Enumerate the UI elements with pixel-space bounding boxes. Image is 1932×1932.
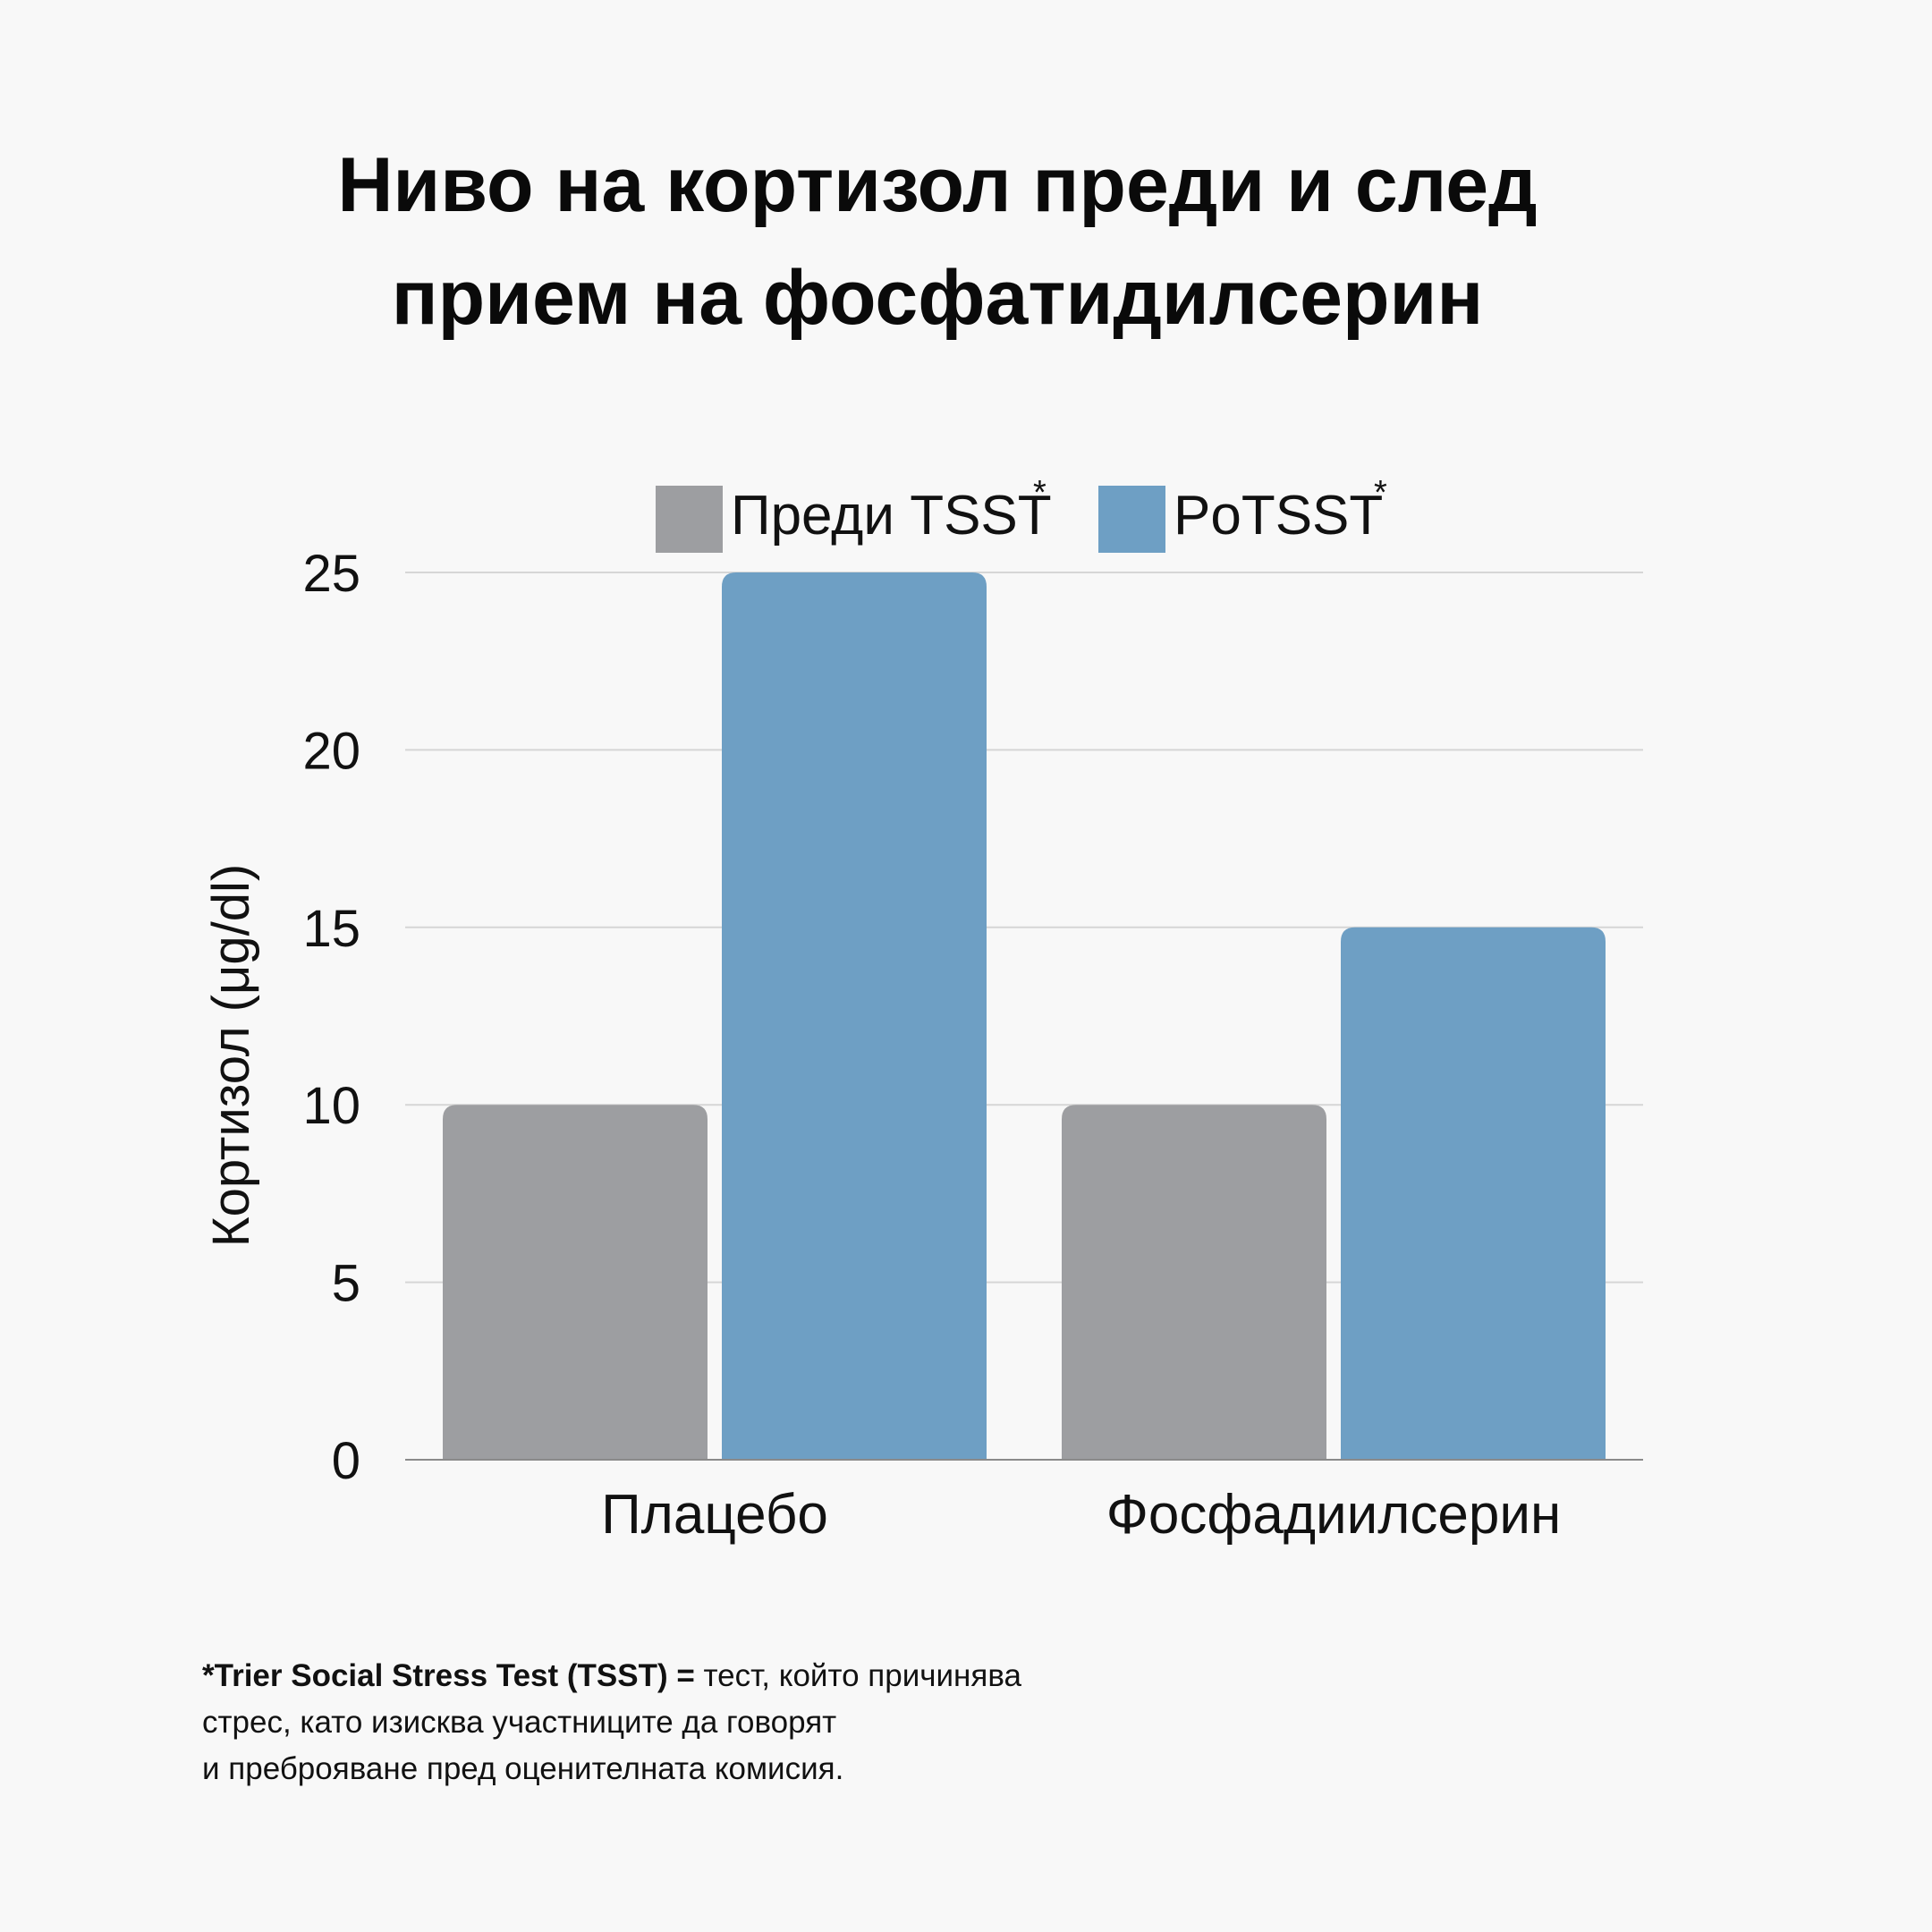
chart-title-line-2: прием на фосфатидилсерин [392, 255, 1484, 341]
x-category-label: Плацебо [601, 1484, 828, 1546]
footnote-line-3: и преброяване пред оценителната комисия. [202, 1751, 844, 1786]
legend-label-before: Преди TSST [731, 485, 1052, 547]
y-tick-label: 15 [302, 900, 360, 958]
footnote-line-1: *Trier Social Stress Test (TSST) = тест,… [202, 1653, 1365, 1699]
y-tick-label: 20 [302, 722, 360, 780]
category-labels: Плацебо Фосфадиилсерин [601, 1484, 1561, 1546]
footnote: *Trier Social Stress Test (TSST) = тест,… [202, 1653, 1365, 1792]
bar-after-1 [1341, 927, 1606, 1460]
bar-before-0 [443, 1105, 708, 1460]
legend-swatch-before [656, 486, 723, 553]
y-tick-label: 10 [302, 1077, 360, 1135]
y-tick-label: 0 [332, 1432, 360, 1490]
y-axis-label: Кортизол (μg/dl) [202, 864, 260, 1247]
footnote-line-2: стрес, като изисква участниците да говор… [202, 1705, 837, 1740]
legend-marker-before: * [1033, 474, 1046, 512]
bars [443, 572, 1606, 1460]
y-tick-label: 5 [332, 1255, 360, 1313]
legend-marker-after: * [1374, 474, 1387, 512]
legend: Преди TSST * PoTSST * [656, 474, 1387, 553]
y-ticks: 0 5 10 15 20 25 [302, 545, 360, 1490]
bar-after-0 [722, 572, 987, 1460]
legend-swatch-after [1098, 486, 1165, 553]
legend-label-after: PoTSST [1174, 485, 1383, 547]
footnote-bold: *Trier Social Stress Test (TSST) = [202, 1658, 704, 1693]
y-tick-label: 25 [302, 545, 360, 603]
bar-before-1 [1062, 1105, 1326, 1460]
footnote-line-1-text: тест, който причинява [703, 1658, 1021, 1693]
chart-title-line-1: Ниво на кортизол преди и след [337, 142, 1537, 228]
x-category-label: Фосфадиилсерин [1106, 1484, 1562, 1546]
